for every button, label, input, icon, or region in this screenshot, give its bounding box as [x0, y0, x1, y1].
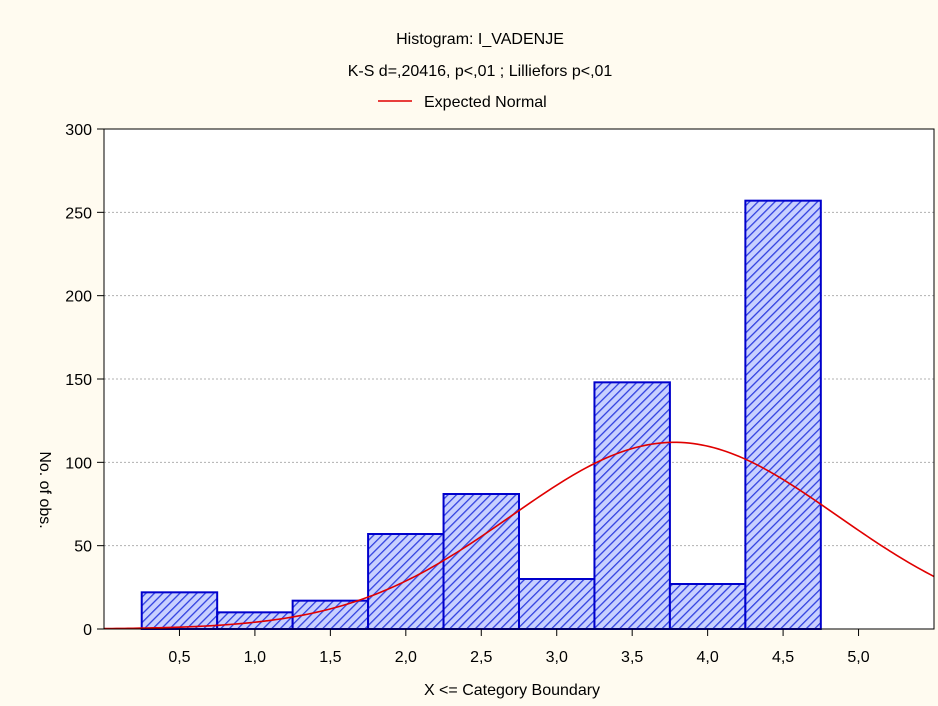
x-tick-label: 5,0 [847, 649, 869, 666]
x-tick-label: 1,5 [319, 649, 341, 666]
histogram-bar [668, 583, 747, 630]
y-tick-label: 250 [65, 205, 92, 222]
y-tick-label: 0 [83, 622, 92, 639]
y-tick-label: 100 [65, 455, 92, 472]
x-tick-label: 4,5 [772, 649, 794, 666]
y-tick-label: 200 [65, 289, 92, 306]
chart-title: Histogram: I_VADENJE [396, 31, 564, 48]
y-tick-label: 300 [65, 122, 92, 139]
x-tick-label: 4,0 [697, 649, 719, 666]
y-tick-label: 50 [74, 539, 92, 556]
expected-normal-curve [104, 441, 934, 629]
histogram-bar [216, 611, 294, 630]
x-tick-label: 1,0 [244, 649, 266, 666]
histogram-bar [593, 381, 671, 631]
histogram-bar [518, 578, 596, 630]
x-axis-label: X <= Category Boundary [424, 682, 600, 699]
axis-ticks: 0 50 100 150 200 250 300 0,5 1,0 1,5 2,0 2,5 3,0 3,5 4… [65, 122, 869, 666]
histogram-bar [442, 493, 520, 630]
x-tick-label: 3,5 [621, 649, 643, 666]
histogram-bars [140, 199, 822, 631]
y-axis-label: No. of obs. [36, 451, 53, 528]
y-tick-label: 150 [65, 372, 92, 389]
x-tick-label: 2,5 [470, 649, 492, 666]
chart-subtitle: K-S d=,20416, p<,01 ; Lilliefors p<,01 [348, 63, 613, 80]
x-tick-label: 0,5 [168, 649, 190, 666]
histogram-bar [744, 199, 822, 631]
legend-label: Expected Normal [424, 94, 547, 111]
x-tick-label: 2,0 [395, 649, 417, 666]
legend: Expected Normal [378, 94, 547, 111]
histogram-bar [140, 591, 219, 630]
x-tick-label: 3,0 [546, 649, 568, 666]
